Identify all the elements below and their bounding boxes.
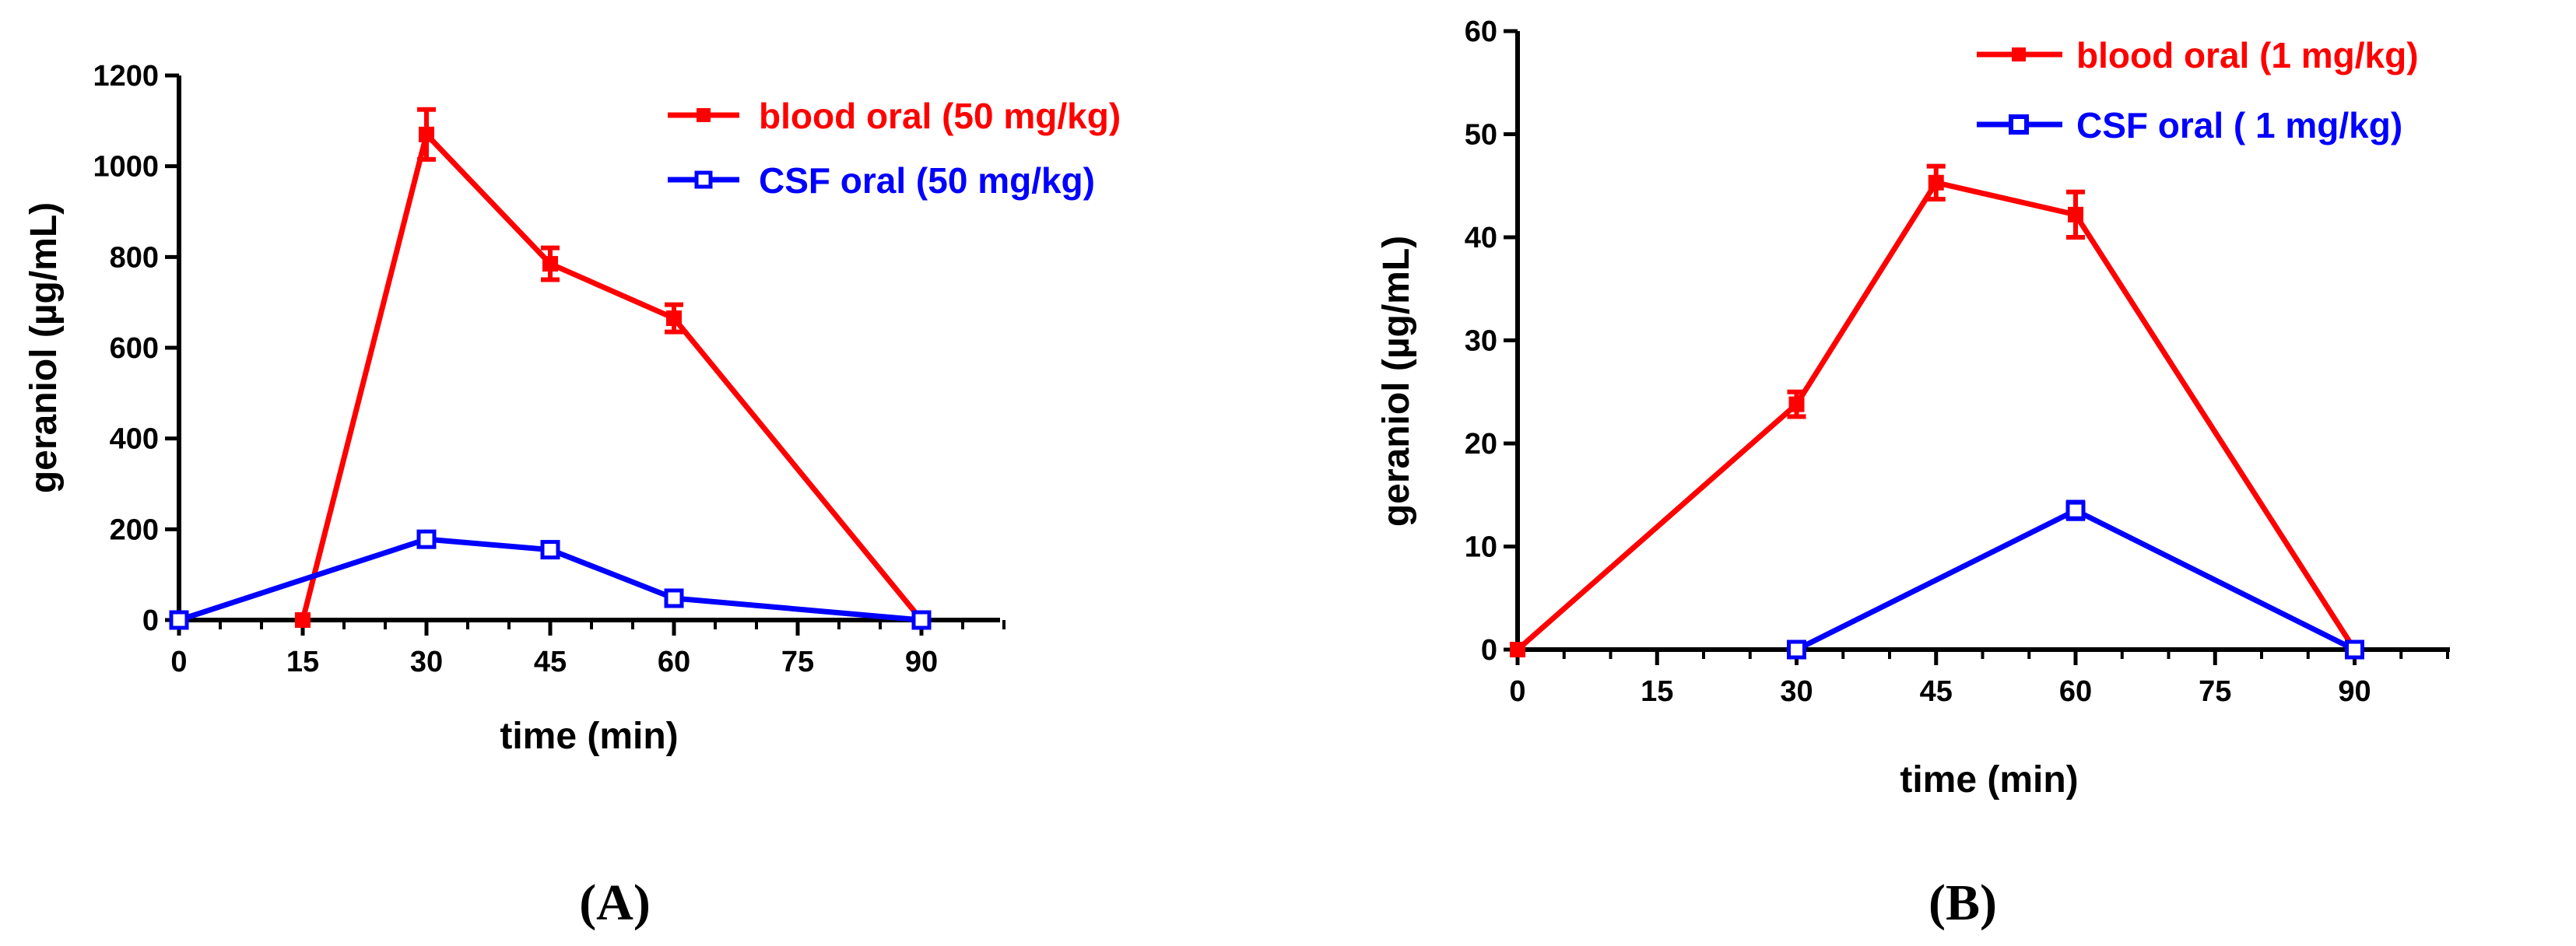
panel-a-label: (A) (579, 874, 651, 931)
panel-a-x-tick-label: 60 (658, 646, 690, 678)
panel-b-series-blood-point (2068, 206, 2083, 222)
panel-a-y-tick-label: 1000 (93, 151, 159, 184)
panel-b-series (1510, 163, 2364, 660)
panel-b-x-tick-label: 75 (2199, 675, 2231, 708)
panel-b-legend-marker-blood (2012, 47, 2026, 61)
panel-a-y-tick-label: 800 (110, 241, 159, 274)
panel-b-legend-label-csf: CSF oral ( 1 mg/kg) (2076, 105, 2402, 145)
panel-b-y-tick-label: 10 (1465, 531, 1497, 564)
panel-b-series-csf-point (2345, 639, 2364, 660)
panel-b-y-tick-label: 40 (1465, 222, 1497, 254)
panel-b-series-csf-point (2065, 500, 2086, 520)
panel-b-x-tick-label: 15 (1641, 675, 1673, 708)
panel-a-series-csf-point (169, 610, 189, 630)
panel-a-legend-label-blood: blood oral (50 mg/kg) (759, 96, 1121, 136)
panel-a-y-tick-label: 200 (110, 513, 159, 546)
panel-b-label: (B) (1928, 874, 1997, 931)
panel-a-x-tick-label: 90 (905, 646, 938, 678)
panel-a-series-blood-point (542, 256, 558, 272)
panel-a-y-tick-label: 1200 (93, 60, 159, 93)
panel-b-y-axis-title: geraniol (µg/mL) (1376, 236, 1417, 527)
panel-a-x-tick-label: 75 (781, 646, 814, 678)
panel-b-series-blood-point (1788, 396, 1805, 412)
panel-a-legend-marker-blood (697, 108, 711, 122)
panel-a-series-blood-point (419, 126, 434, 142)
panel-a-y-tick-label: 0 (142, 604, 159, 637)
panel-b-series-csf-point (1787, 639, 1806, 660)
panel-a-series-blood-point (666, 310, 682, 327)
panel-b-x-ticks: 0 15 30 45 60 75 90 (1509, 650, 2449, 708)
panel-a-legend-label-csf: CSF oral (50 mg/kg) (759, 160, 1095, 201)
panel-b-x-tick-label: 30 (1780, 675, 1813, 708)
panel-a-y-ticks: 0 200 400 600 800 1000 1200 (93, 60, 179, 637)
panel-b-y-tick-label: 30 (1465, 325, 1497, 358)
panel-a-series-blood-point (295, 612, 311, 628)
panel-b-y-tick-label: 60 (1465, 16, 1497, 48)
panel-b-y-tick-label: 0 (1481, 634, 1497, 667)
panel-a-series-csf-point (416, 529, 437, 549)
panel-b-series-csf-line (1795, 507, 2357, 653)
panel-a-legend: blood oral (50 mg/kg) CSF oral (50 mg/kg… (668, 96, 1121, 201)
panel-a-y-axis-title: geraniol (µg/mL) (23, 202, 65, 493)
panel-b-y-tick-label: 50 (1465, 119, 1497, 152)
panel-a-series (169, 107, 932, 630)
panel-b-series-blood-point (1928, 174, 1944, 191)
panel-b-y-tick-label: 20 (1465, 428, 1497, 461)
panel-b-x-tick-label: 0 (1509, 675, 1525, 708)
panel-b-legend: blood oral (1 mg/kg) CSF oral ( 1 mg/kg) (1977, 35, 2419, 145)
panel-a-x-axis-title: time (min) (500, 716, 678, 757)
chart-panel-a: 0 200 400 600 800 1000 1200 0 15 30 45 60 75 90 time… (23, 60, 1121, 931)
panel-b-x-tick-label: 90 (2338, 675, 2371, 708)
panel-a-x-tick-label: 30 (410, 646, 443, 678)
chart-panel-b: 0 10 20 30 40 50 60 0 15 30 45 60 75 90 time (min) g… (1376, 16, 2450, 931)
panel-b-x-tick-label: 45 (1920, 675, 1953, 708)
panel-a-y-tick-label: 600 (110, 332, 159, 365)
panel-a-x-ticks: 0 15 30 45 60 75 90 (170, 620, 1005, 678)
panel-b-x-axis-title: time (min) (1900, 759, 2078, 801)
panel-a-x-tick-label: 15 (286, 646, 319, 678)
panel-a-series-csf-point (540, 540, 560, 560)
panel-a-legend-marker-csf (694, 170, 713, 189)
panel-a-x-tick-label: 0 (170, 646, 187, 678)
panel-b-legend-label-blood: blood oral (1 mg/kg) (2076, 35, 2419, 75)
panel-a-y-tick-label: 400 (110, 423, 159, 456)
panel-b-legend-marker-csf (2009, 114, 2029, 135)
panel-b-y-ticks: 0 10 20 30 40 50 60 (1465, 16, 1518, 667)
panel-a-series-csf-point (911, 610, 932, 630)
panel-a-x-tick-label: 45 (534, 646, 567, 678)
panel-a-series-csf-point (664, 588, 684, 608)
panel-b-x-tick-label: 60 (2059, 675, 2092, 708)
panel-b-series-blood-point (1510, 642, 1525, 657)
